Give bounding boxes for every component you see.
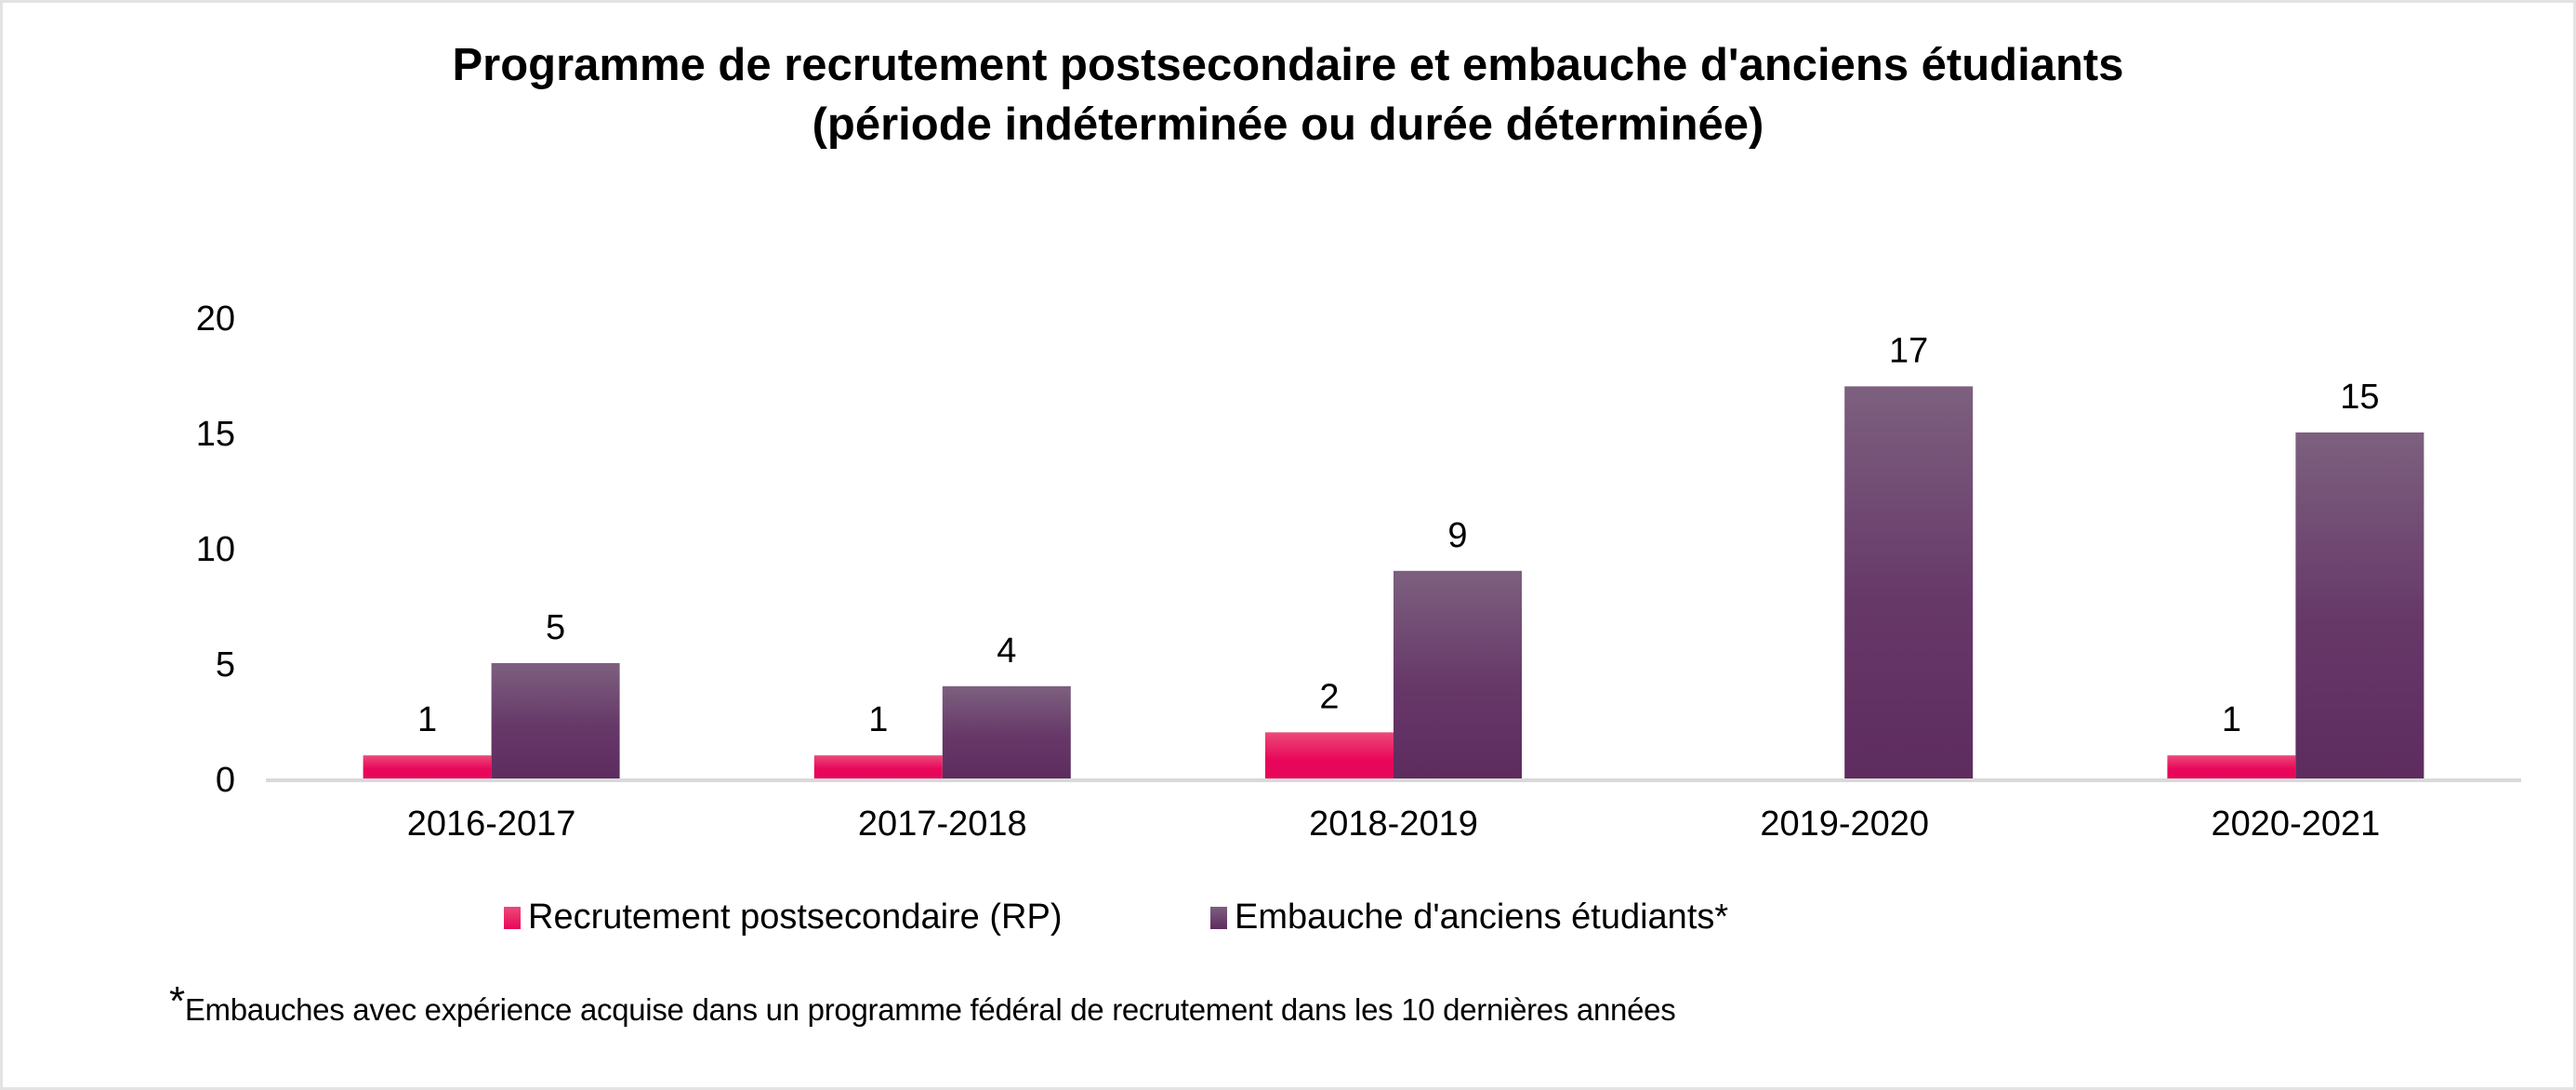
chart-subtitle: (période indéterminée ou durée déterminé…: [812, 100, 1764, 150]
bars: [363, 386, 2424, 778]
y-tick-label: 20: [196, 299, 235, 339]
x-tick-label: 2017-2018: [858, 804, 1027, 844]
legend-item-alumni: Embauche d'anciens étudiants*: [1210, 897, 1728, 937]
bar-embauche-anciens-etudiants: [491, 663, 620, 778]
y-tick-label: 5: [216, 645, 235, 685]
bar-recrutement-postsecondaire: [363, 755, 492, 778]
data-label: 9: [1447, 516, 1467, 555]
legend-item-rp: Recrutement postsecondaire (RP): [504, 897, 1062, 937]
y-tick-label: 0: [216, 761, 235, 800]
data-label: 1: [868, 700, 888, 739]
footnote-marker: *: [169, 978, 185, 1024]
bar-recrutement-postsecondaire: [2167, 755, 2296, 778]
x-tick-label: 2020-2021: [2212, 804, 2381, 844]
x-tick-label: 2016-2017: [407, 804, 576, 844]
data-label: 1: [2222, 700, 2241, 739]
bar-embauche-anciens-etudiants: [1394, 570, 1522, 778]
bar-recrutement-postsecondaire: [813, 755, 943, 778]
y-axis: 0 5 10 15 20: [196, 299, 235, 800]
legend-label-rp: Recrutement postsecondaire (RP): [528, 897, 1063, 937]
bar-embauche-anciens-etudiants: [2295, 432, 2424, 778]
chart-title: Programme de recrutement postsecondaire …: [452, 40, 2124, 90]
x-tick-label: 2019-2020: [1760, 804, 1929, 844]
footnote: *Embauches avec expérience acquise dans …: [169, 978, 1676, 1028]
y-tick-label: 15: [196, 415, 235, 454]
bar-embauche-anciens-etudiants: [1844, 386, 1974, 778]
data-label: 2: [1319, 677, 1339, 716]
x-tick-label: 2018-2019: [1309, 804, 1478, 844]
legend-swatch-rp: [504, 906, 521, 929]
bar-recrutement-postsecondaire: [1265, 732, 1394, 778]
data-label: 4: [997, 631, 1016, 671]
data-label: 17: [1889, 331, 1928, 370]
legend-swatch-alumni: [1210, 906, 1227, 929]
legend-label-alumni: Embauche d'anciens étudiants*: [1235, 897, 1729, 937]
data-label: 15: [2340, 378, 2379, 417]
y-tick-label: 10: [196, 530, 235, 569]
data-label: 1: [417, 700, 437, 739]
x-axis: 2016-2017 2017-2018 2018-2019 2019-2020 2020…: [407, 804, 2381, 844]
bar-embauche-anciens-etudiants: [942, 685, 1071, 778]
data-label: 5: [546, 608, 565, 647]
footnote-text: Embauches avec expérience acquise dans u…: [184, 992, 1676, 1027]
